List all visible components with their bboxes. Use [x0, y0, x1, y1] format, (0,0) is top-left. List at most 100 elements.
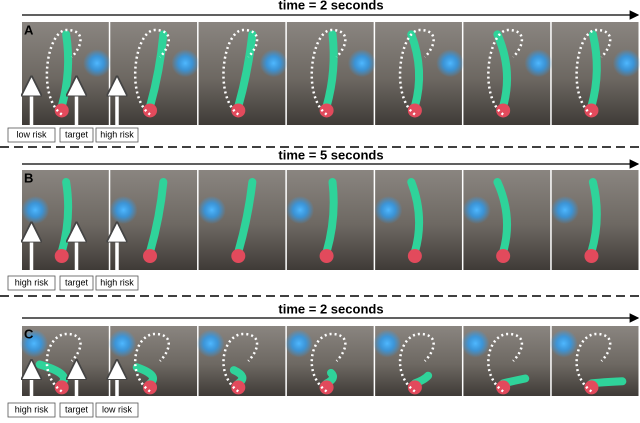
risk-glow [373, 329, 402, 358]
photo-frame [550, 170, 639, 270]
label-text: target [65, 404, 89, 414]
label-text: low risk [102, 404, 133, 414]
label-box [7, 275, 56, 291]
photo-frame [22, 22, 112, 125]
robot-arm [57, 30, 73, 111]
photo-frame [284, 326, 374, 396]
robot-arm [57, 178, 73, 256]
robot-base [231, 103, 246, 118]
panel-letter: A [24, 22, 34, 37]
risk-glow [347, 49, 376, 78]
robot-arm [493, 178, 511, 256]
robot-arm [407, 178, 424, 256]
risk-glow [197, 196, 226, 224]
panel-time: time = 5 seconds [278, 147, 383, 162]
photo-frame [463, 22, 553, 125]
robot-arm [234, 178, 257, 256]
robot-base [584, 249, 599, 263]
robot-base [319, 380, 334, 395]
label-text: low risk [16, 129, 47, 139]
robot-base [143, 249, 158, 263]
risk-glow [286, 196, 315, 224]
label-text: high risk [100, 129, 134, 139]
planned-path [575, 332, 612, 393]
label-box [95, 127, 139, 143]
robot-base [407, 103, 422, 118]
risk-glow [436, 49, 465, 78]
robot-arm [587, 178, 601, 256]
panel-time: time = 2 seconds [278, 0, 383, 12]
robot-arm [493, 30, 511, 111]
risk-glow [20, 329, 48, 358]
label-box [59, 275, 94, 291]
robot-base [407, 249, 422, 263]
planned-path [45, 28, 82, 116]
risk-glow [196, 329, 225, 358]
label-text: high risk [100, 277, 134, 287]
photo-frame [374, 170, 462, 270]
photo-frame [286, 22, 376, 125]
robot-base [54, 380, 69, 395]
risk-glow [108, 329, 137, 358]
risk-glow [462, 196, 491, 224]
risk-glow [109, 196, 138, 224]
label-box [59, 402, 94, 418]
planned-path [45, 332, 82, 393]
robot-arm [322, 30, 338, 111]
risk-glow [284, 329, 313, 358]
planned-path [133, 332, 170, 393]
panel-letter: B [24, 170, 33, 185]
robot-arm [146, 178, 168, 256]
robot-arm [587, 30, 601, 111]
risk-glow [461, 329, 490, 358]
planned-path [134, 28, 170, 116]
planned-path [310, 332, 347, 393]
robot-base [407, 380, 422, 395]
label-box [95, 275, 139, 291]
robot-base [584, 103, 599, 118]
robot-arm [322, 178, 338, 256]
robot-base [231, 249, 246, 263]
robot-arm [234, 30, 257, 111]
photo-frame [21, 170, 109, 270]
planned-path [310, 28, 347, 116]
risk-glow [549, 329, 578, 358]
risk-glow [171, 49, 200, 78]
photo-frame [108, 326, 198, 396]
panel-letter: C [24, 326, 34, 341]
panel-time: time = 2 seconds [278, 301, 383, 316]
risk-glow [374, 196, 403, 224]
photo-frame [286, 170, 374, 270]
robot-base [54, 249, 69, 263]
photo-frame [196, 326, 286, 396]
robot-base [584, 380, 599, 395]
label-text: high risk [15, 404, 49, 414]
label-box [59, 127, 94, 143]
photo-frame [109, 170, 198, 270]
label-text: target [65, 277, 89, 287]
label-text: high risk [15, 277, 49, 287]
planned-path [487, 332, 524, 393]
robot-base [496, 103, 511, 118]
photo-frame [373, 326, 462, 396]
planned-path [487, 28, 524, 116]
robot-base [496, 380, 511, 395]
label-box [7, 127, 56, 143]
robot-base [143, 103, 158, 118]
robot-base [319, 103, 334, 118]
planned-path [222, 332, 259, 393]
risk-glow [21, 196, 50, 224]
photo-frame [197, 170, 286, 270]
planned-path [575, 28, 612, 116]
planned-path [222, 28, 259, 116]
robot-base [319, 249, 334, 263]
label-box [95, 402, 139, 418]
robot-arm [407, 30, 424, 111]
planned-path [398, 332, 435, 393]
photo-frame [549, 326, 639, 396]
robot-base [143, 380, 158, 395]
robot-base [54, 103, 69, 118]
risk-glow [524, 49, 553, 78]
